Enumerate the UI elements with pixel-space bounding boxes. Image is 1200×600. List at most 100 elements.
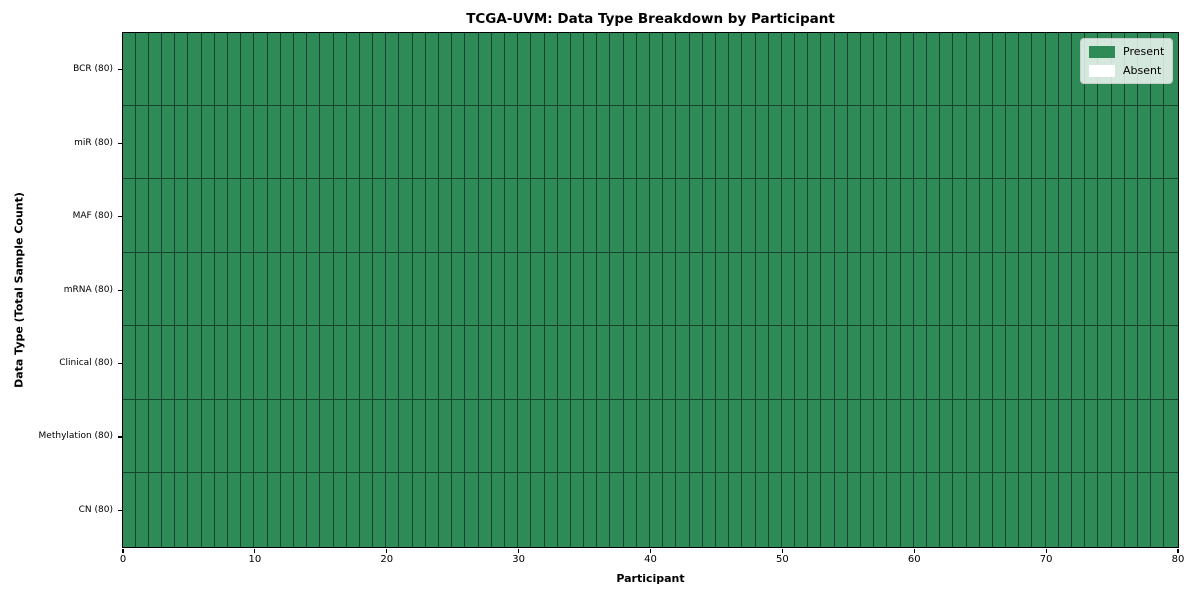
heatmap-cell [861, 32, 875, 106]
heatmap-cell [953, 399, 967, 474]
heatmap-cell [518, 252, 532, 327]
heatmap-cell [1072, 105, 1086, 180]
heatmap-cell [1151, 105, 1165, 180]
heatmap-cell [900, 399, 914, 474]
heatmap-cell [597, 473, 611, 547]
heatmap-cell [887, 252, 901, 327]
heatmap-cell [557, 252, 571, 327]
heatmap-cell [531, 326, 545, 400]
heatmap-cell [399, 179, 413, 253]
heatmap-cell [610, 32, 624, 106]
x-tick-label: 50 [776, 554, 789, 565]
heatmap-cell [966, 326, 980, 400]
heatmap-cell [162, 473, 176, 547]
heatmap-cell [676, 32, 690, 106]
heatmap-cell [1058, 252, 1072, 327]
heatmap-cell [676, 399, 690, 474]
x-tick-mark [1045, 548, 1047, 553]
heatmap-cell [148, 32, 163, 106]
heatmap-cell [847, 326, 861, 400]
heatmap-cell [135, 179, 149, 253]
heatmap-cell [162, 32, 176, 106]
heatmap-cell [1164, 179, 1178, 253]
heatmap-cell [425, 473, 439, 547]
heatmap-cell [913, 399, 927, 474]
heatmap-cell [504, 179, 519, 253]
heatmap-cell [214, 252, 228, 327]
heatmap-cell [715, 473, 730, 547]
x-tick-mark [649, 548, 652, 553]
heatmap-cell [188, 473, 202, 547]
y-tick-label: Clinical (80) [59, 357, 113, 368]
heatmap-cell [610, 252, 624, 327]
heatmap-cell [979, 399, 993, 474]
heatmap-cell [610, 326, 624, 400]
heatmap-cell [293, 179, 308, 253]
heatmap-cell [1032, 326, 1046, 400]
heatmap-cell [729, 32, 743, 106]
heatmap-cell [623, 326, 637, 400]
heatmap-cell [491, 105, 505, 180]
y-tick-label: MAF (80) [72, 211, 113, 222]
heatmap-cell [452, 252, 466, 327]
heatmap-cell [504, 32, 519, 106]
heatmap-cell [742, 105, 756, 180]
heatmap-cell [399, 326, 413, 400]
heatmap-cell [1058, 399, 1072, 474]
heatmap-cell [1006, 399, 1020, 474]
heatmap-cell [940, 326, 954, 400]
heatmap-cell [412, 326, 426, 400]
heatmap-cell [1032, 473, 1046, 547]
heatmap-cell [808, 32, 822, 106]
heatmap-cell [254, 326, 268, 400]
heatmap-cell [214, 473, 228, 547]
heatmap-cell [715, 105, 730, 180]
heatmap-cell [1085, 399, 1099, 474]
heatmap-cell [228, 252, 242, 327]
heatmap-cell [359, 179, 374, 253]
heatmap-cell [346, 252, 360, 327]
heatmap-cell [992, 105, 1007, 180]
heatmap-cell [781, 179, 796, 253]
heatmap-cell [439, 252, 453, 327]
heatmap-cell [729, 473, 743, 547]
heatmap-cell [808, 399, 822, 474]
heatmap-cell [913, 473, 927, 547]
heatmap-grid [121, 31, 1179, 548]
heatmap-cell [254, 105, 268, 180]
heatmap-cell [531, 32, 545, 106]
heatmap-cell [162, 326, 176, 400]
heatmap-cell [861, 105, 875, 180]
heatmap-cell [135, 105, 149, 180]
heatmap-cell [966, 399, 980, 474]
heatmap-cell [1058, 32, 1072, 106]
heatmap-cell [175, 252, 189, 327]
heatmap-cell [795, 252, 809, 327]
heatmap-cell [650, 179, 664, 253]
heatmap-cell [729, 326, 743, 400]
heatmap-cell [280, 105, 294, 180]
heatmap-cell [399, 252, 413, 327]
x-axis-label: Participant [616, 572, 685, 585]
heatmap-cell [425, 252, 439, 327]
heatmap-cell [979, 32, 993, 106]
heatmap-cell [1032, 399, 1046, 474]
heatmap-cell [320, 399, 334, 474]
heatmap-cell [1164, 252, 1178, 327]
heatmap-cell [518, 105, 532, 180]
heatmap-cell [346, 399, 360, 474]
heatmap-cell [201, 252, 215, 327]
heatmap-cell [228, 326, 242, 400]
heatmap-cell [1164, 326, 1178, 400]
heatmap-cell [254, 399, 268, 474]
heatmap-cell [148, 399, 163, 474]
heatmap-cell [1045, 252, 1059, 327]
heatmap-cell [808, 179, 822, 253]
y-tick-mark [117, 289, 122, 291]
heatmap-cell [293, 32, 308, 106]
heatmap-cell [478, 252, 492, 327]
heatmap-cell [913, 179, 927, 253]
heatmap-cell [1151, 252, 1165, 327]
heatmap-cell [214, 32, 228, 106]
